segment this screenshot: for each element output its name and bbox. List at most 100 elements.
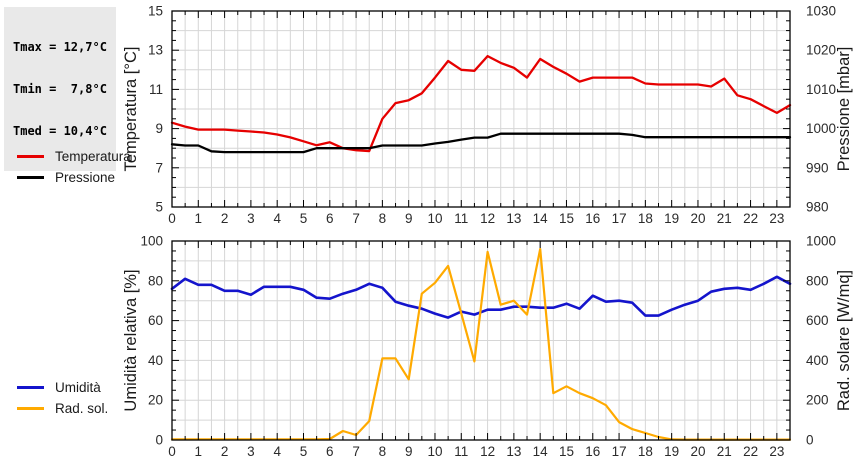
svg-text:40: 40	[148, 353, 163, 368]
svg-text:990: 990	[806, 160, 829, 175]
svg-text:1: 1	[195, 444, 203, 459]
svg-text:11: 11	[454, 211, 468, 226]
pressione-legend-label: Pressione	[55, 170, 116, 185]
svg-text:7: 7	[155, 160, 163, 175]
axis-ticks	[171, 10, 791, 208]
axis-ticks	[171, 240, 791, 441]
svg-text:15: 15	[559, 211, 574, 226]
left-axis-title: Temperatura [°C]	[122, 47, 140, 172]
svg-text:600: 600	[806, 313, 829, 328]
svg-text:23: 23	[769, 211, 784, 226]
temperatura-line-swatch	[17, 155, 44, 158]
svg-text:0: 0	[168, 211, 176, 226]
series-line-rad-sol-	[170, 247, 792, 441]
svg-text:5: 5	[155, 200, 163, 215]
tick-labels: 0 1 2 3 4 5 6 7 8 9 10 11 12 13 14 15 16 17 18 19 20 21 22 2357…	[148, 4, 836, 227]
svg-text:15: 15	[148, 4, 163, 19]
rad-sol-legend-label: Rad. sol.	[55, 401, 109, 416]
svg-text:9: 9	[405, 211, 413, 226]
svg-text:6: 6	[326, 211, 334, 226]
legend-item-pressione: Pressione	[0, 167, 131, 188]
svg-text:3: 3	[247, 444, 255, 459]
right-axis-title: Pressione [mbar]	[835, 47, 853, 172]
left-axis-title: Umidità relativa [%]	[122, 269, 140, 411]
svg-text:9: 9	[155, 121, 163, 136]
svg-text:60: 60	[148, 313, 163, 328]
svg-text:7: 7	[352, 211, 360, 226]
svg-text:7: 7	[352, 444, 360, 459]
svg-text:18: 18	[638, 211, 653, 226]
svg-text:10: 10	[427, 211, 442, 226]
svg-text:100: 100	[140, 234, 163, 249]
svg-text:21: 21	[717, 211, 732, 226]
pressione-line-swatch	[17, 176, 44, 179]
svg-text:19: 19	[664, 211, 679, 226]
svg-text:3: 3	[247, 211, 255, 226]
svg-text:22: 22	[743, 444, 758, 459]
svg-text:14: 14	[533, 444, 549, 459]
svg-text:18: 18	[638, 444, 653, 459]
svg-text:20: 20	[148, 393, 163, 408]
tmin-line: Tmin = 7,8°C	[13, 82, 107, 96]
temperature-summary-box: Tmax = 12,7°C Tmin = 7,8°C Tmed = 10,4°C	[4, 7, 116, 171]
svg-text:980: 980	[806, 200, 829, 215]
svg-text:12: 12	[480, 211, 495, 226]
svg-text:20: 20	[690, 444, 705, 459]
svg-text:8: 8	[379, 444, 387, 459]
bottom-chart-legend: Umidità Rad. sol.	[0, 377, 108, 419]
series-line-pressione	[170, 132, 792, 154]
svg-text:1000: 1000	[806, 234, 836, 249]
svg-text:0: 0	[168, 444, 176, 459]
svg-text:9: 9	[405, 444, 413, 459]
svg-text:2: 2	[221, 444, 229, 459]
svg-text:12: 12	[480, 444, 495, 459]
svg-text:13: 13	[148, 43, 163, 58]
svg-text:5: 5	[300, 444, 308, 459]
svg-text:1000: 1000	[806, 121, 836, 136]
rad-sol-line-swatch	[17, 407, 44, 410]
legend-item-umidita: Umidità	[0, 377, 108, 398]
svg-text:16: 16	[585, 444, 600, 459]
svg-text:8: 8	[379, 211, 387, 226]
svg-text:19: 19	[664, 444, 679, 459]
gridlines	[172, 11, 790, 207]
svg-text:23: 23	[769, 444, 784, 459]
svg-text:800: 800	[806, 273, 829, 288]
svg-text:1020: 1020	[806, 43, 836, 58]
legend-item-rad-sol: Rad. sol.	[0, 398, 108, 419]
svg-text:400: 400	[806, 353, 829, 368]
svg-text:6: 6	[326, 444, 334, 459]
svg-text:22: 22	[743, 211, 758, 226]
svg-text:5: 5	[300, 211, 308, 226]
gridlines	[172, 241, 790, 440]
svg-text:1010: 1010	[806, 82, 836, 97]
right-axis-title: Rad. solare [W/mq]	[835, 270, 853, 411]
svg-text:0: 0	[155, 433, 163, 448]
svg-text:80: 80	[148, 273, 163, 288]
svg-text:16: 16	[585, 211, 600, 226]
svg-text:1: 1	[195, 211, 203, 226]
svg-text:0: 0	[806, 433, 814, 448]
svg-text:17: 17	[612, 444, 627, 459]
svg-text:13: 13	[506, 211, 521, 226]
legend-item-temperatura: Temperatura	[0, 146, 131, 167]
top-chart-legend: Temperatura Pressione	[0, 146, 131, 188]
svg-text:14: 14	[533, 211, 549, 226]
svg-text:21: 21	[717, 444, 732, 459]
tmax-line: Tmax = 12,7°C	[13, 40, 107, 54]
tick-labels: 0 1 2 3 4 5 6 7 8 9 10 11 12 13 14 15 16 17 18 19 20 21 22 2302…	[140, 234, 836, 460]
svg-text:4: 4	[273, 211, 281, 226]
svg-text:20: 20	[690, 211, 705, 226]
svg-text:11: 11	[454, 444, 468, 459]
svg-text:17: 17	[612, 211, 627, 226]
svg-text:1030: 1030	[806, 4, 836, 19]
svg-text:11: 11	[149, 82, 163, 97]
svg-text:10: 10	[427, 444, 442, 459]
svg-text:13: 13	[506, 444, 521, 459]
svg-text:200: 200	[806, 393, 829, 408]
tmed-line: Tmed = 10,4°C	[13, 124, 107, 138]
temperatura-legend-label: Temperatura	[55, 149, 131, 164]
svg-text:4: 4	[273, 444, 281, 459]
